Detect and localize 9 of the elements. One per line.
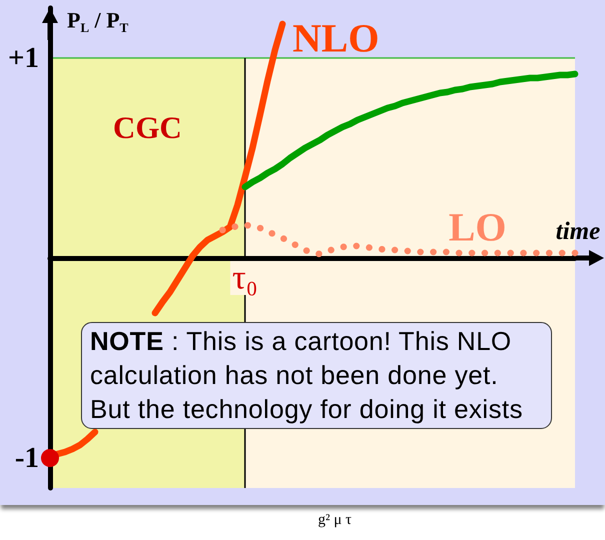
series-label: NLO — [292, 16, 380, 60]
text: g² μ τ — [318, 512, 352, 529]
callout-box: NOTE : This is a cartoon! This NLO calculation has not been done yet. But the technology for doing it exists — [81, 322, 552, 429]
x-tick-label: τ₀ — [232, 260, 258, 296]
series-label: LO — [448, 204, 506, 250]
y-tick-label: -1 — [14, 442, 39, 474]
y-tick-label: +1 — [8, 42, 39, 74]
x-axis-title: time — [556, 218, 600, 245]
annotation: CGC — [113, 110, 182, 146]
